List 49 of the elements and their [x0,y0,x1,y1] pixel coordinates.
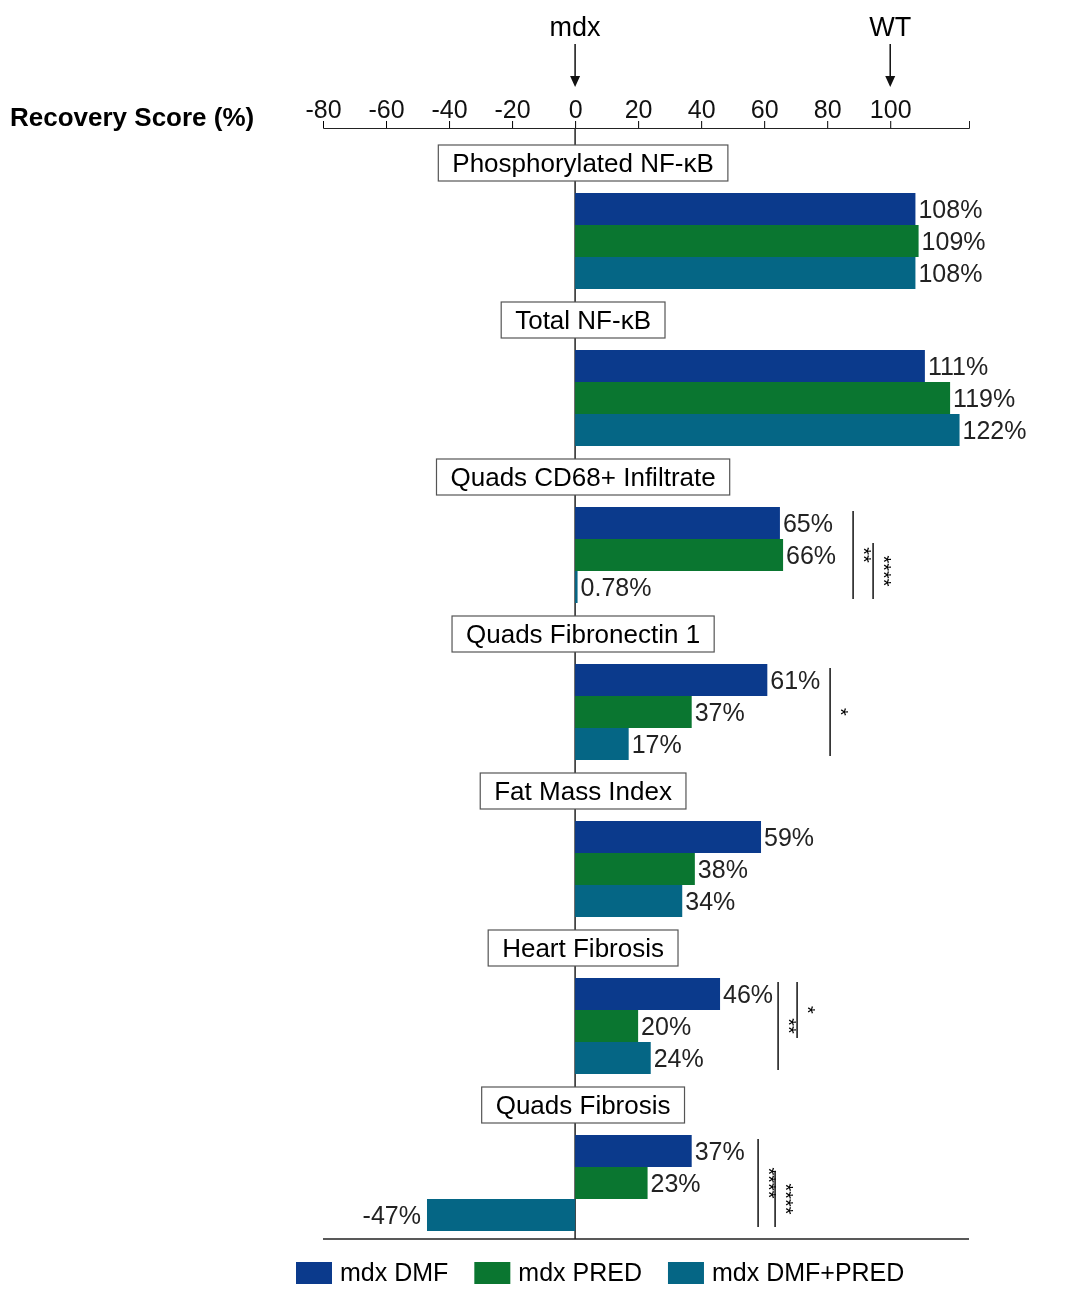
x-tick-label: 0 [568,95,583,123]
x-tick-label: -40 [431,95,468,123]
y-tick-label: Quads Fibrosis [495,1090,671,1120]
data-label: 38% [697,855,748,883]
data-label: 17% [631,730,682,758]
data-label: 122% [962,416,1027,444]
x-tick-label: 60 [750,95,779,123]
text: mdx [549,12,602,42]
y-tick-label: Quads CD68+ Infiltrate [450,462,716,492]
x-axis-title: Recovery Score (%) [10,102,255,132]
annotation: **** [873,555,896,587]
legend-label: mdx DMF [340,1258,449,1286]
data-label: 109% [921,227,986,255]
data-label: 20% [641,1012,692,1040]
annotation: * [797,1006,820,1015]
y-tick-label: Total NF-κB [515,305,651,335]
x-tick-label: 40 [687,95,716,123]
data-label: 66% [786,541,837,569]
y-tick-label: Quads Fibronectin 1 [466,619,701,649]
y-tick-label: Fat Mass Index [494,776,672,806]
data-label: 65% [782,509,833,537]
data-label: 59% [764,823,815,851]
annotation: ** [778,1018,801,1034]
data-label: 0.78% [580,573,652,601]
data-label: 46% [723,980,774,1008]
data-label: -47% [362,1201,421,1229]
x-tick-label: 100 [869,95,912,123]
text: WT [869,12,912,42]
y-tick-label: Heart Fibrosis [502,933,665,963]
data-label: 34% [685,887,736,915]
x-tick-label: -20 [494,95,531,123]
data-label: 37% [694,698,745,726]
data-label: 23% [650,1169,701,1197]
data-label: 119% [953,384,1016,412]
data-label: 108% [918,259,983,287]
x-tick-label: -60 [368,95,405,123]
data-label: 61% [770,666,821,694]
legend-label: mdx PRED [518,1258,642,1286]
y-tick-label: Phosphorylated NF-κB [452,148,714,178]
annotation: ** [853,547,876,563]
annotation: * [830,708,853,717]
x-tick-label: 20 [624,95,653,123]
data-label: 108% [918,195,983,223]
x-tick-label: -80 [305,95,342,123]
x-tick-label: 80 [813,95,842,123]
data-label: 111% [927,352,989,380]
legend-label: mdx DMF+PRED [711,1258,905,1286]
data-label: 24% [653,1044,704,1072]
data-label: 37% [694,1137,745,1165]
